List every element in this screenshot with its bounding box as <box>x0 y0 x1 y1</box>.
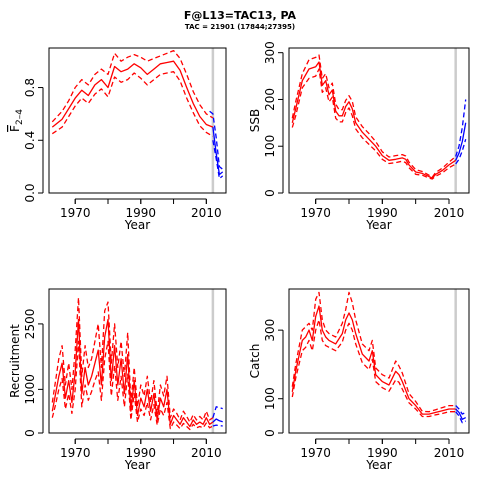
y-tick-label: 0 <box>263 189 277 197</box>
x-tick-label: 2010 <box>434 206 465 220</box>
y-axis-label: Recruitment <box>8 324 22 398</box>
x-tick-label: 1970 <box>300 446 331 460</box>
series-projection-upper <box>209 110 224 170</box>
series-estimate <box>291 61 457 179</box>
series-projection-upper <box>455 405 466 415</box>
x-tick-label: 1990 <box>367 206 398 220</box>
series-projection-lower <box>455 411 466 424</box>
y-axis-label: F2–4 <box>8 109 25 132</box>
x-axis-label: Year <box>365 458 391 472</box>
y-tick-label: 1000 <box>23 374 37 405</box>
series-estimate <box>291 305 456 415</box>
series-lower <box>51 340 214 431</box>
series-projection <box>212 418 223 423</box>
figure-subtitle: TAC = 21901 (17844;27395) <box>184 23 296 31</box>
y-tick-label: 0.4 <box>23 131 37 150</box>
x-axis-label: Year <box>365 218 391 232</box>
series-estimate <box>51 318 214 428</box>
x-tick-label: 1990 <box>126 206 157 220</box>
y-tick-label: 100 <box>263 135 277 158</box>
series-projection <box>212 127 224 176</box>
y-tick-label: 300 <box>263 41 277 64</box>
y-tick-label: 0 <box>23 429 37 437</box>
figure-title: F@L13=TAC13, PA <box>183 9 297 22</box>
y-tick-label: 0.0 <box>23 183 37 202</box>
x-tick-label: 1970 <box>60 446 91 460</box>
y-tick-label: 100 <box>263 387 277 410</box>
y-tick-label: 0.8 <box>23 78 37 97</box>
x-axis-label: Year <box>124 218 150 232</box>
series-upper <box>51 49 214 123</box>
y-tick-label: 0 <box>263 429 277 437</box>
x-tick-label: 1970 <box>60 206 91 220</box>
series-estimate <box>51 60 214 128</box>
series-projection-lower <box>212 424 223 427</box>
plot-frame <box>288 288 470 434</box>
x-tick-label: 2010 <box>191 206 222 220</box>
y-tick-label: 300 <box>263 319 277 342</box>
series-lower <box>291 68 457 180</box>
y-tick-label: 200 <box>263 88 277 111</box>
x-tick-label: 1990 <box>367 446 398 460</box>
y-axis-label: SSB <box>248 109 262 132</box>
series-projection <box>455 408 466 420</box>
series-projection-upper <box>212 406 223 418</box>
x-tick-label: 2010 <box>191 446 222 460</box>
x-tick-label: 1990 <box>126 446 157 460</box>
plot-frame <box>288 47 470 194</box>
series-projection <box>455 122 467 161</box>
series-upper <box>291 291 456 413</box>
series-lower <box>51 71 214 137</box>
y-tick-label: 2500 <box>23 309 37 340</box>
y-axis-label: Catch <box>248 344 262 379</box>
series-upper <box>291 54 457 178</box>
x-tick-label: 2010 <box>434 446 465 460</box>
x-axis-label: Year <box>124 458 150 472</box>
plot-frame <box>48 288 227 434</box>
series-projection-upper <box>455 99 467 157</box>
series-projection-lower <box>455 139 467 165</box>
plot-frame <box>48 47 227 194</box>
series-lower <box>291 319 456 418</box>
x-tick-label: 1970 <box>300 206 331 220</box>
series-projection-lower <box>212 140 224 180</box>
series-upper <box>51 297 214 423</box>
